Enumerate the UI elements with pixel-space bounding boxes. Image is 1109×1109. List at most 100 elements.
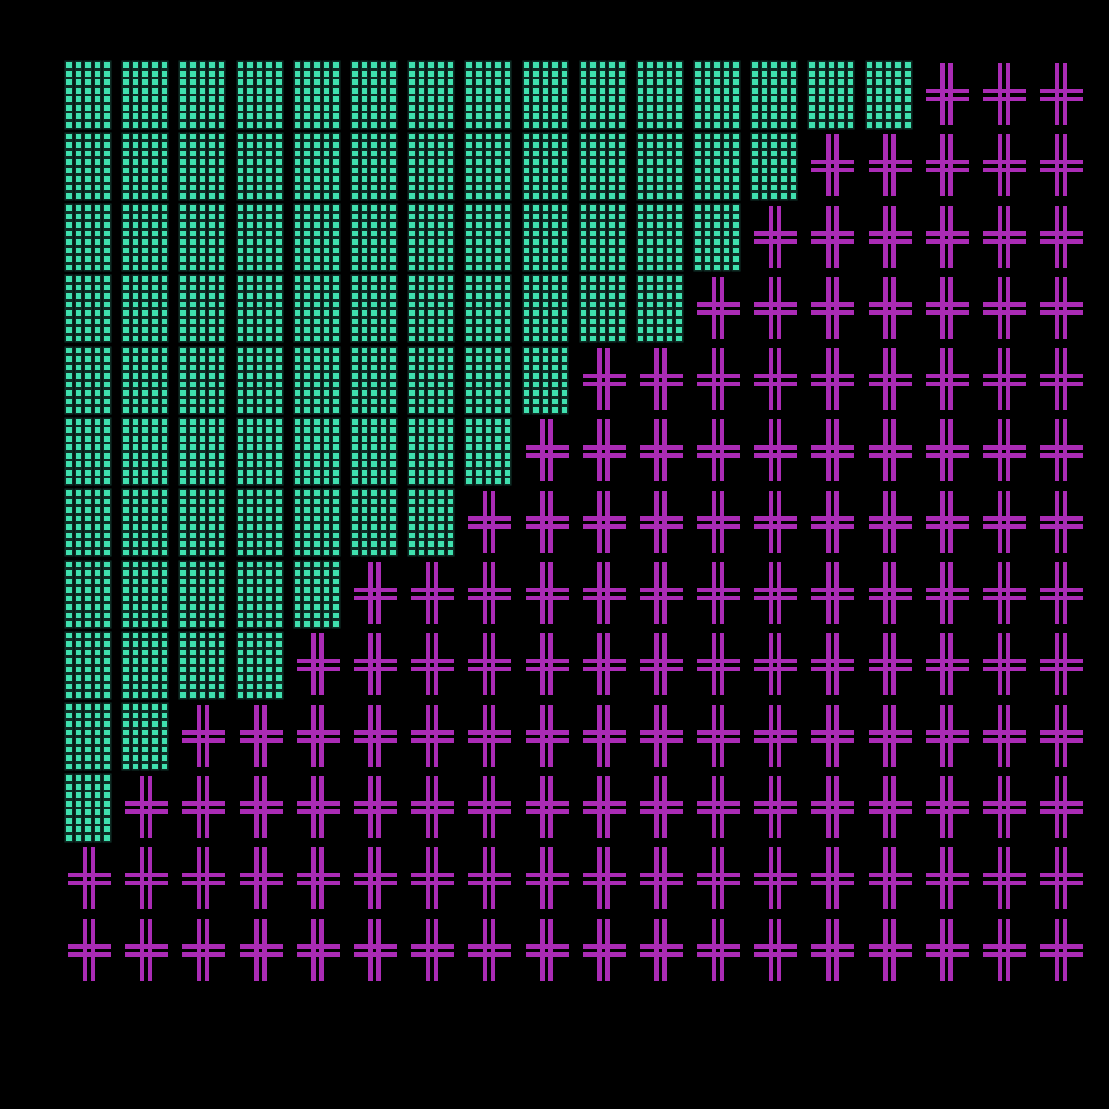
matrix-dot <box>409 213 415 220</box>
matrix-dot <box>104 176 110 182</box>
matrix-dot <box>161 310 168 316</box>
matrix-dot <box>180 641 186 647</box>
double-cross-icon <box>920 343 977 414</box>
matrix-dot <box>151 675 158 681</box>
matrix-dot <box>847 62 854 69</box>
matrix-dot <box>313 121 320 128</box>
double-cross-glyph <box>1034 771 1091 842</box>
matrix-dot <box>94 167 101 174</box>
matrix-dot <box>485 121 492 128</box>
matrix-dot <box>609 96 616 103</box>
matrix-dot <box>847 79 854 86</box>
cross-stroke <box>597 419 602 482</box>
matrix-dot <box>66 692 72 698</box>
matrix-dot <box>533 407 539 413</box>
matrix-dot <box>475 70 482 77</box>
matrix-dot <box>218 247 225 254</box>
cross-stroke <box>468 738 512 743</box>
matrix-dot <box>409 524 415 530</box>
matrix-dot <box>695 87 701 94</box>
matrix-dot <box>304 621 310 627</box>
cross-stroke <box>697 381 741 387</box>
matrix-dot <box>304 507 310 513</box>
matrix-dot <box>361 549 368 556</box>
cross-stroke <box>697 666 741 672</box>
cross-stroke <box>376 775 382 838</box>
matrix-dot <box>85 587 91 593</box>
matrix-dot <box>523 184 530 191</box>
matrix-dot <box>590 301 596 308</box>
matrix-dot <box>714 113 720 120</box>
matrix-dot <box>371 79 377 86</box>
dot-matrix-glyph <box>234 557 291 628</box>
cross-stroke <box>925 872 969 878</box>
matrix-dot <box>123 549 129 556</box>
matrix-dot <box>704 104 711 111</box>
dot-matrix-glyph <box>234 414 291 485</box>
matrix-dot <box>75 318 82 325</box>
cross-stroke <box>883 205 888 268</box>
matrix-dot <box>761 184 768 191</box>
matrix-dot <box>180 222 186 228</box>
matrix-dot <box>75 817 82 824</box>
matrix-dot <box>294 96 301 103</box>
matrix-dot <box>609 239 616 245</box>
matrix-dot <box>132 612 139 619</box>
matrix-dot <box>390 213 396 220</box>
matrix-dot <box>552 407 558 413</box>
matrix-dot <box>104 763 110 770</box>
matrix-dot <box>447 356 454 362</box>
matrix-dot <box>294 570 301 576</box>
matrix-dot <box>85 612 91 619</box>
matrix-dot <box>275 121 282 128</box>
matrix-dot <box>819 79 825 86</box>
matrix-dot <box>409 70 415 77</box>
cross-stroke <box>353 666 397 672</box>
matrix-dot <box>151 310 158 316</box>
matrix-dot <box>237 435 244 442</box>
matrix-dot <box>323 256 330 262</box>
matrix-dot <box>313 532 320 539</box>
matrix-dot <box>256 532 263 539</box>
matrix-dot <box>704 230 711 237</box>
cross-stroke <box>525 666 569 672</box>
matrix-dot <box>247 490 253 496</box>
double-cross-icon <box>863 914 920 985</box>
matrix-dot <box>104 407 110 413</box>
matrix-dot <box>390 247 396 254</box>
double-cross-glyph <box>863 486 920 557</box>
matrix-dot <box>533 390 539 396</box>
matrix-dot <box>142 276 148 282</box>
matrix-dot <box>123 167 129 174</box>
matrix-dot <box>714 62 720 69</box>
matrix-dot <box>199 167 206 174</box>
cross-stroke <box>368 775 374 838</box>
matrix-dot <box>266 427 272 434</box>
matrix-dot <box>294 469 301 476</box>
matrix-dot <box>504 121 511 128</box>
cross-stroke <box>983 666 1026 672</box>
matrix-dot <box>151 381 158 388</box>
cross-stroke <box>768 205 774 268</box>
matrix-dot <box>189 327 196 333</box>
matrix-dot <box>485 205 492 211</box>
matrix-dot <box>323 469 330 476</box>
matrix-dot <box>199 658 206 664</box>
matrix-dot <box>437 104 444 111</box>
matrix-dot <box>409 113 415 120</box>
cross-stroke <box>468 880 512 886</box>
matrix-dot <box>323 570 330 576</box>
matrix-dot <box>218 133 225 140</box>
dot-matrix-glyph <box>62 201 119 272</box>
matrix-dot <box>771 121 778 128</box>
matrix-dot <box>161 222 168 228</box>
matrix-dot <box>142 704 148 710</box>
matrix-dot <box>561 276 568 282</box>
matrix-dot <box>123 683 129 690</box>
matrix-dot <box>371 381 377 388</box>
dot-matrix-glyph <box>291 343 348 414</box>
matrix-dot <box>504 335 511 342</box>
matrix-dot <box>123 230 129 237</box>
matrix-dot <box>275 469 282 476</box>
cross-stroke <box>376 847 382 910</box>
